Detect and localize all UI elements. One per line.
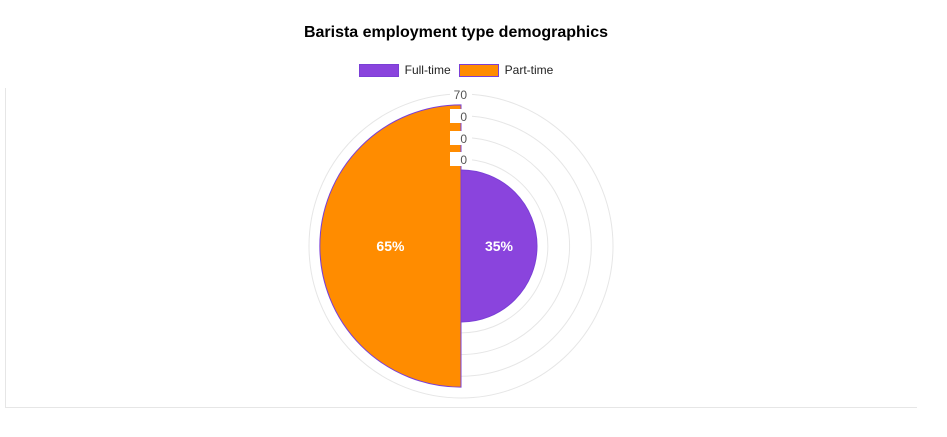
tick-backdrop: [450, 131, 472, 145]
radial-tick-label: 0: [460, 153, 467, 167]
tick-backdrop: [450, 109, 472, 123]
data-label-full-time: 35%: [485, 238, 514, 254]
chart-panel: [5, 88, 917, 408]
radial-tick-label: 0: [460, 132, 467, 146]
legend-swatch-part-time: [458, 63, 499, 77]
legend-label-full-time: Full-time: [404, 63, 451, 77]
data-label-part-time: 65%: [376, 238, 405, 254]
chart-title: Barista employment type demographics: [303, 24, 609, 41]
sector-full-time[interactable]: [460, 169, 538, 323]
legend-label-part-time: Part-time: [504, 63, 554, 77]
tick-backdrop: [450, 152, 472, 166]
tick-backdrop: [450, 87, 472, 101]
legend-item-part-time[interactable]: Part-time: [458, 63, 554, 77]
sector-part-time[interactable]: [319, 104, 462, 388]
radial-tick-label: 70: [454, 88, 468, 102]
legend-swatch-full-time: [358, 63, 399, 77]
legend-item-full-time[interactable]: Full-time: [358, 63, 451, 77]
radial-tick-label: 0: [460, 110, 467, 124]
chart-legend: Full-time Part-time: [0, 63, 912, 77]
